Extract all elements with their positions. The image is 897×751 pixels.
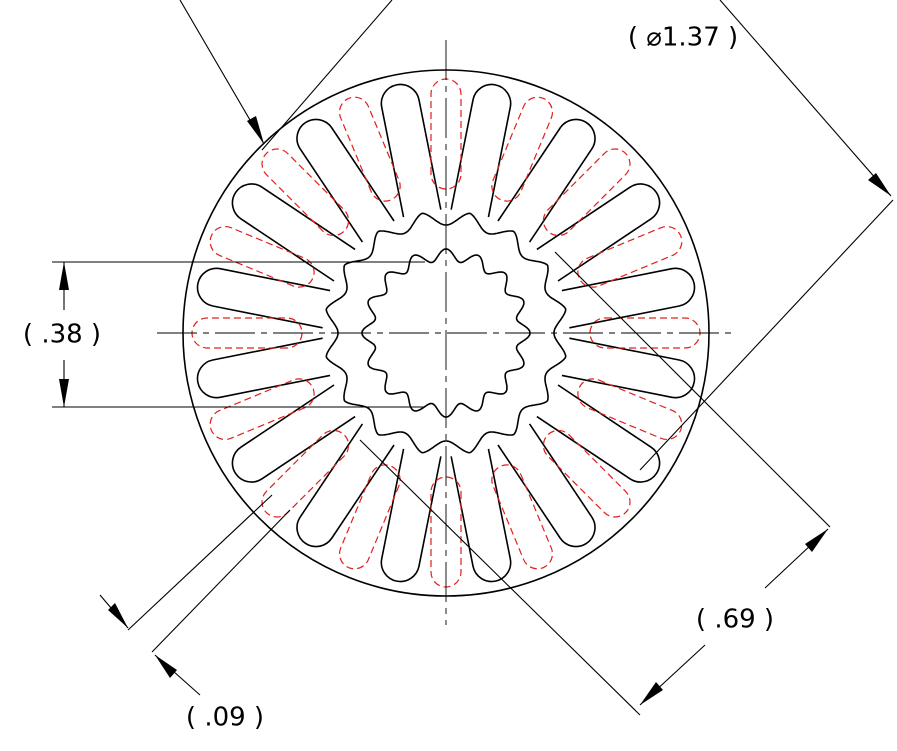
dim-across: ( .69 ) — [359, 251, 831, 716]
hidden-slot — [261, 148, 350, 237]
dim-height: ( .38 ) — [23, 261, 425, 408]
slot — [196, 267, 331, 329]
hidden-slot — [491, 96, 554, 202]
hidden-slot — [542, 148, 631, 237]
slot — [497, 423, 596, 548]
hidden-slot — [577, 225, 683, 288]
hidden-slot — [338, 96, 401, 202]
hidden-slot — [430, 78, 462, 190]
hidden-slot — [209, 225, 315, 288]
hidden-slot — [542, 429, 631, 518]
dim-diameter: ( ⌀1.37 ) — [179, 0, 894, 471]
hidden-slot — [191, 317, 303, 349]
dim-label: ( ⌀1.37 ) — [628, 23, 738, 53]
dim-label: ( .38 ) — [23, 320, 101, 350]
hidden-slot — [491, 464, 554, 570]
hidden-slot — [589, 317, 701, 349]
slot — [380, 83, 442, 218]
slot — [450, 448, 512, 583]
slot — [296, 423, 395, 548]
slot — [561, 337, 696, 399]
slot — [536, 183, 661, 282]
hidden-slot — [209, 378, 315, 441]
slot — [231, 183, 356, 282]
hidden-slot — [430, 476, 462, 588]
slot — [497, 118, 596, 243]
dim-label: ( .09 ) — [186, 703, 264, 733]
dim-label: ( .69 ) — [696, 605, 774, 635]
slot — [450, 83, 512, 218]
hidden-slot — [261, 429, 350, 518]
slot — [561, 267, 696, 329]
hidden-slot — [577, 378, 683, 441]
slot — [231, 384, 356, 483]
slot — [380, 448, 442, 583]
hidden-slot — [338, 464, 401, 570]
slot — [196, 337, 331, 399]
slot — [296, 118, 395, 243]
dim-gap: ( .09 ) — [99, 494, 291, 733]
slot — [536, 384, 661, 483]
